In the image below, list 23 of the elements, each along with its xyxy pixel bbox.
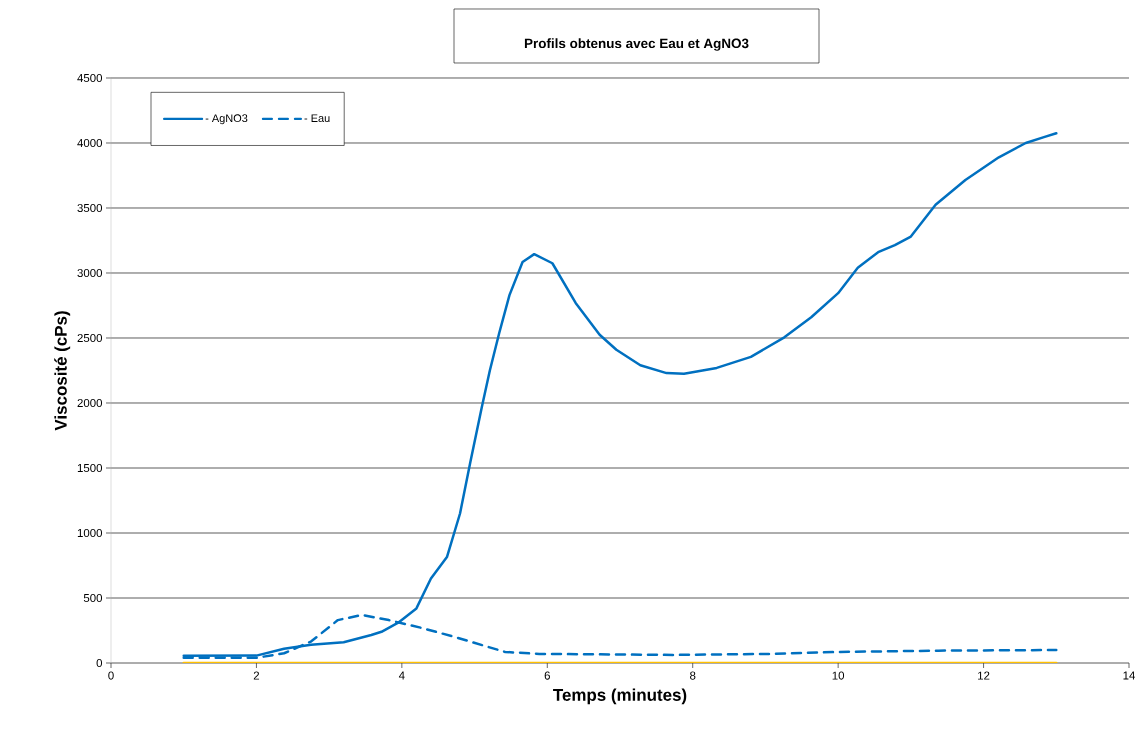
x-tick-label: 4 <box>398 671 405 680</box>
y-tick-label: 1500 <box>77 463 103 473</box>
x-tick-label: 12 <box>978 671 990 680</box>
y-tick-label: 4000 <box>77 138 103 148</box>
y-tick-label: 2500 <box>77 333 103 343</box>
legend-label: - Eau <box>304 114 330 123</box>
y-tick-label: 0 <box>96 658 103 668</box>
x-tick-label: 0 <box>108 671 114 680</box>
x-axis-title: Temps (minutes) <box>553 688 687 705</box>
y-tick-label: 4500 <box>77 73 103 83</box>
x-tick-label: 6 <box>544 671 550 680</box>
x-tick-label: 2 <box>253 671 260 680</box>
y-tick-label: 1000 <box>77 528 103 538</box>
y-tick-label: 3000 <box>77 268 103 278</box>
y-axis-title: Viscosité (cPs) <box>54 311 71 431</box>
y-tick-label: 500 <box>83 593 103 603</box>
y-tick-label: 3500 <box>77 203 103 213</box>
y-tick-label: 2000 <box>77 398 103 408</box>
chart-title: Profils obtenus avec Eau et AgNO3 <box>524 38 749 51</box>
x-tick-label: 14 <box>1123 671 1136 680</box>
x-tick-label: 10 <box>832 671 845 680</box>
x-tick-label: 8 <box>690 671 696 680</box>
legend-label: - AgNO3 <box>205 114 248 125</box>
